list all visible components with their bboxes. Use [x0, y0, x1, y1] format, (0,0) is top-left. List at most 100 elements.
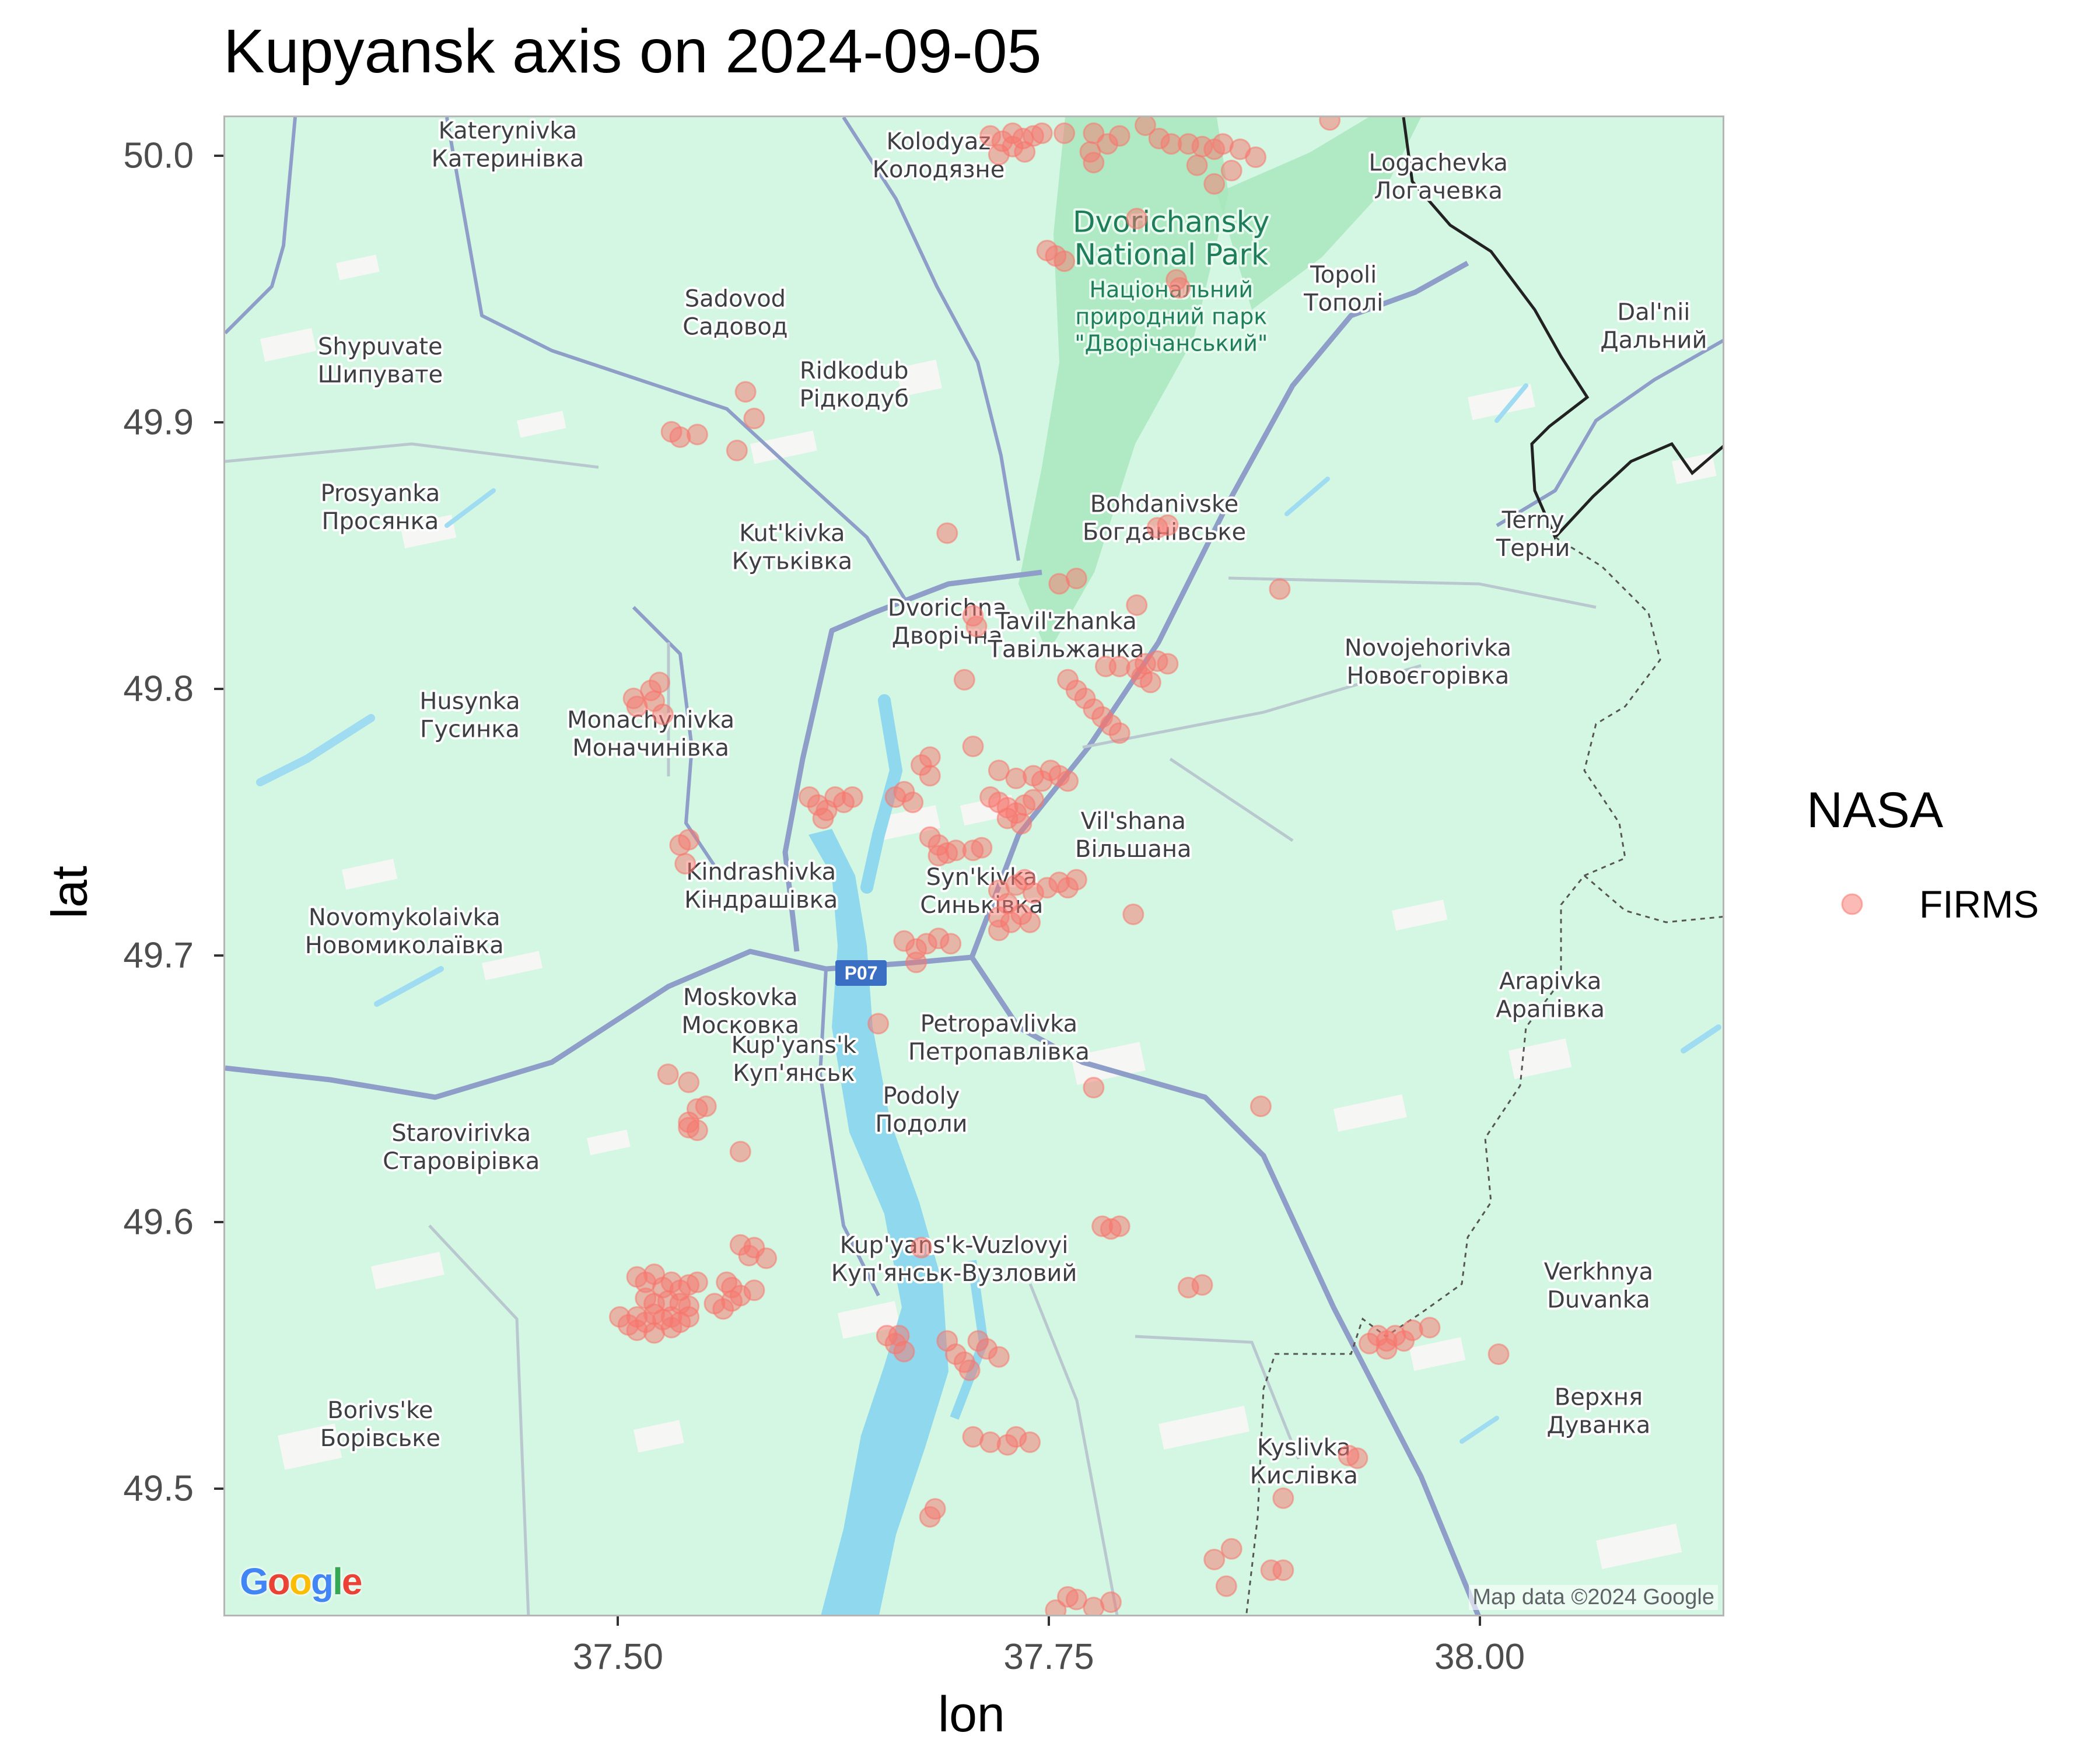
firms-point — [1186, 154, 1208, 176]
x-tick-label: 37.75 — [1003, 1637, 1094, 1677]
place-name-en: Prosyanka — [320, 480, 440, 507]
forest-area — [1217, 117, 1421, 310]
place-name-en: Tavil'zhanka — [995, 608, 1136, 635]
firms-point — [1269, 578, 1291, 600]
firms-point — [988, 760, 1010, 782]
y-tick-mark — [214, 1487, 223, 1490]
firms-point — [940, 933, 962, 955]
y-tick-mark — [214, 421, 223, 424]
place-name-uk: Дальний — [1600, 327, 1707, 354]
firms-point — [919, 765, 941, 787]
stream — [444, 488, 496, 528]
firms-point — [1126, 594, 1148, 616]
y-tick-mark — [214, 154, 223, 157]
place-name-en: Sadovod — [685, 285, 786, 312]
firms-point — [1376, 1338, 1398, 1360]
field-patch — [260, 328, 317, 362]
firms-point — [924, 1498, 946, 1520]
firms-point — [1045, 1599, 1067, 1615]
y-tick-label: 50.0 — [123, 135, 194, 176]
firms-point — [1346, 1447, 1368, 1469]
firms-point — [743, 407, 765, 429]
firms-point — [716, 1271, 738, 1293]
firms-point — [1203, 173, 1226, 195]
place-name-uk: Кутьківка — [732, 548, 852, 575]
place-name-en: Novomykolaivka — [309, 904, 501, 931]
place-name-uk: Шипувате — [318, 362, 443, 388]
y-tick-label: 49.8 — [123, 668, 194, 709]
y-tick-mark — [214, 687, 223, 690]
field-patch — [1392, 900, 1448, 931]
firms-point — [910, 1237, 932, 1259]
field-patch — [342, 859, 398, 890]
place-name-en: Petropavlivka — [921, 1011, 1077, 1038]
field-patch — [278, 1423, 342, 1470]
place-name-uk: Арапівка — [1496, 996, 1605, 1023]
field-patch — [1158, 1405, 1250, 1450]
google-logo-letter: G — [240, 1560, 269, 1602]
park-name-uk: "Дворічанський" — [1074, 331, 1268, 356]
place-name-en: Kolodyaz — [887, 128, 991, 155]
road — [1496, 338, 1723, 527]
place-name-en: Kindrashivka — [686, 859, 836, 886]
y-tick-label: 49.5 — [123, 1468, 194, 1509]
park-name-en: National Park — [1074, 238, 1268, 272]
firms-point — [1083, 152, 1105, 174]
place-name-en: Kyslivka — [1257, 1434, 1351, 1461]
road — [225, 117, 297, 335]
firms-point — [1014, 141, 1036, 163]
firms-point — [1126, 208, 1148, 230]
y-tick-mark — [214, 954, 223, 957]
field-patch — [896, 359, 942, 397]
firms-point — [1250, 1096, 1272, 1118]
oblast-border — [1245, 536, 1661, 1615]
place-name-uk: Duvanka — [1547, 1287, 1650, 1314]
place-name-en: Katerynivka — [439, 118, 578, 145]
firms-point — [674, 853, 696, 875]
place-name-uk: Борівське — [320, 1425, 440, 1452]
x-tick-mark — [1478, 1616, 1481, 1626]
minor-road — [1082, 664, 1422, 749]
field-patch — [400, 514, 457, 549]
firms-point — [1245, 146, 1267, 169]
map-attribution[interactable]: Map data ©2024 Google — [1469, 1585, 1718, 1610]
firms-point — [905, 951, 928, 974]
field-patch — [587, 1129, 631, 1156]
stream — [374, 966, 444, 1007]
firms-point — [1157, 653, 1179, 675]
place-name-en: Dvorichna — [888, 595, 1007, 622]
place-name-en: Bohdanivske — [1090, 491, 1238, 517]
firms-point — [971, 836, 993, 859]
place-name-uk: Вільшана — [1075, 836, 1191, 863]
firms-point — [1054, 250, 1076, 272]
firms-point — [678, 1116, 700, 1139]
firms-point — [1100, 1591, 1122, 1614]
firms-point — [626, 695, 648, 718]
place-name-uk: Тавільжанка — [988, 636, 1144, 663]
place-name-uk: Гусинка — [420, 716, 520, 743]
y-tick-mark — [214, 1220, 223, 1223]
firms-point — [1108, 1215, 1130, 1237]
firms-point — [657, 1063, 679, 1086]
x-axis-title: lon — [938, 1686, 1005, 1742]
field-patch — [633, 1420, 684, 1453]
firms-point — [1031, 122, 1053, 144]
firms-point — [734, 381, 757, 403]
road — [842, 117, 1020, 561]
x-tick-mark — [617, 1616, 620, 1626]
firms-point — [1220, 1538, 1242, 1560]
firms-point — [1488, 1343, 1510, 1366]
park-name-en: Dvorichansky — [1073, 205, 1269, 239]
place-name-en: Terny — [1502, 507, 1564, 534]
road — [782, 569, 1042, 952]
map-panel[interactable]: Katerynivka Катеринівка Kolodyaz Колодязне L… — [223, 116, 1724, 1616]
firms-point — [1220, 159, 1242, 181]
park-name-uk: природний парк — [1075, 304, 1267, 330]
place-name-uk: Просянка — [321, 508, 439, 535]
place-name-uk: Новоєгорівка — [1347, 663, 1510, 690]
firms-point — [1019, 1431, 1041, 1453]
firms-point — [962, 736, 984, 758]
